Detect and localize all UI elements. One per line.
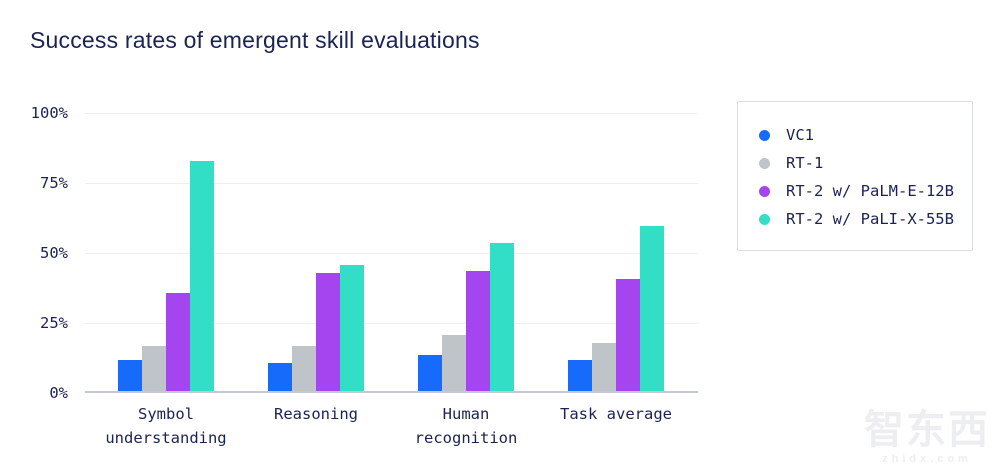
legend-label: RT-1	[786, 154, 824, 172]
bar-group-task-average	[568, 225, 664, 391]
y-tick-label: 25%	[40, 314, 68, 332]
legend-item: RT-2 w/ PaLM-E-12B	[759, 177, 972, 205]
bar	[568, 360, 592, 391]
watermark-text: 智东西	[864, 407, 990, 453]
bar	[292, 346, 316, 391]
bar	[466, 270, 490, 391]
y-tick-label: 100%	[30, 104, 68, 122]
bar	[340, 265, 364, 391]
legend-dot-icon	[759, 185, 770, 197]
gridline	[85, 113, 698, 114]
bar	[166, 293, 190, 391]
bar	[316, 273, 340, 391]
gridline	[85, 253, 698, 254]
legend-item: RT-1	[759, 149, 972, 177]
y-tick-label: 75%	[40, 174, 68, 192]
x-category-label: Reasoning	[274, 405, 358, 423]
y-tick-label: 0%	[49, 384, 68, 402]
plot-area	[85, 113, 698, 393]
legend-label: RT-2 w/ PaLM-E-12B	[786, 182, 954, 200]
bar	[640, 225, 664, 391]
x-category-label: Task average	[560, 405, 672, 423]
x-category-label: Symbol understanding	[105, 405, 227, 447]
legend-label: RT-2 w/ PaLI-X-55B	[786, 210, 954, 228]
x-axis: Symbol understanding Reasoning Human recog…	[85, 402, 698, 458]
legend-item: VC1	[759, 121, 972, 149]
bar	[616, 279, 640, 391]
legend-dot-icon	[759, 129, 770, 141]
bar	[442, 335, 466, 391]
y-tick-label: 50%	[40, 244, 68, 262]
bar	[190, 161, 214, 391]
legend-dot-icon	[759, 157, 770, 169]
legend-dot-icon	[759, 213, 770, 225]
bar	[490, 242, 514, 391]
legend-label: VC1	[786, 126, 814, 144]
bar-group-human-recognition	[418, 242, 514, 391]
gridline	[85, 323, 698, 324]
bar-group-reasoning	[268, 265, 364, 391]
chart-title: Success rates of emergent skill evaluati…	[30, 27, 480, 53]
legend-item: RT-2 w/ PaLI-X-55B	[759, 205, 972, 233]
watermark-subtext: zhidx.com	[882, 453, 972, 465]
watermark: 智东西 zhidx.com	[864, 408, 990, 466]
bar	[142, 346, 166, 391]
bar	[118, 360, 142, 391]
gridline	[85, 183, 698, 184]
bar	[418, 354, 442, 391]
bar-group-symbol-understanding	[118, 161, 214, 391]
x-axis-baseline	[85, 391, 698, 393]
bar	[268, 363, 292, 391]
bar	[592, 343, 616, 391]
x-category-label: Human recognition	[414, 405, 518, 447]
legend: VC1 RT-1 RT-2 w/ PaLM-E-12B RT-2 w/ PaLI-X-…	[737, 101, 973, 251]
y-axis: 0% 25% 50% 75% 100%	[0, 104, 68, 402]
